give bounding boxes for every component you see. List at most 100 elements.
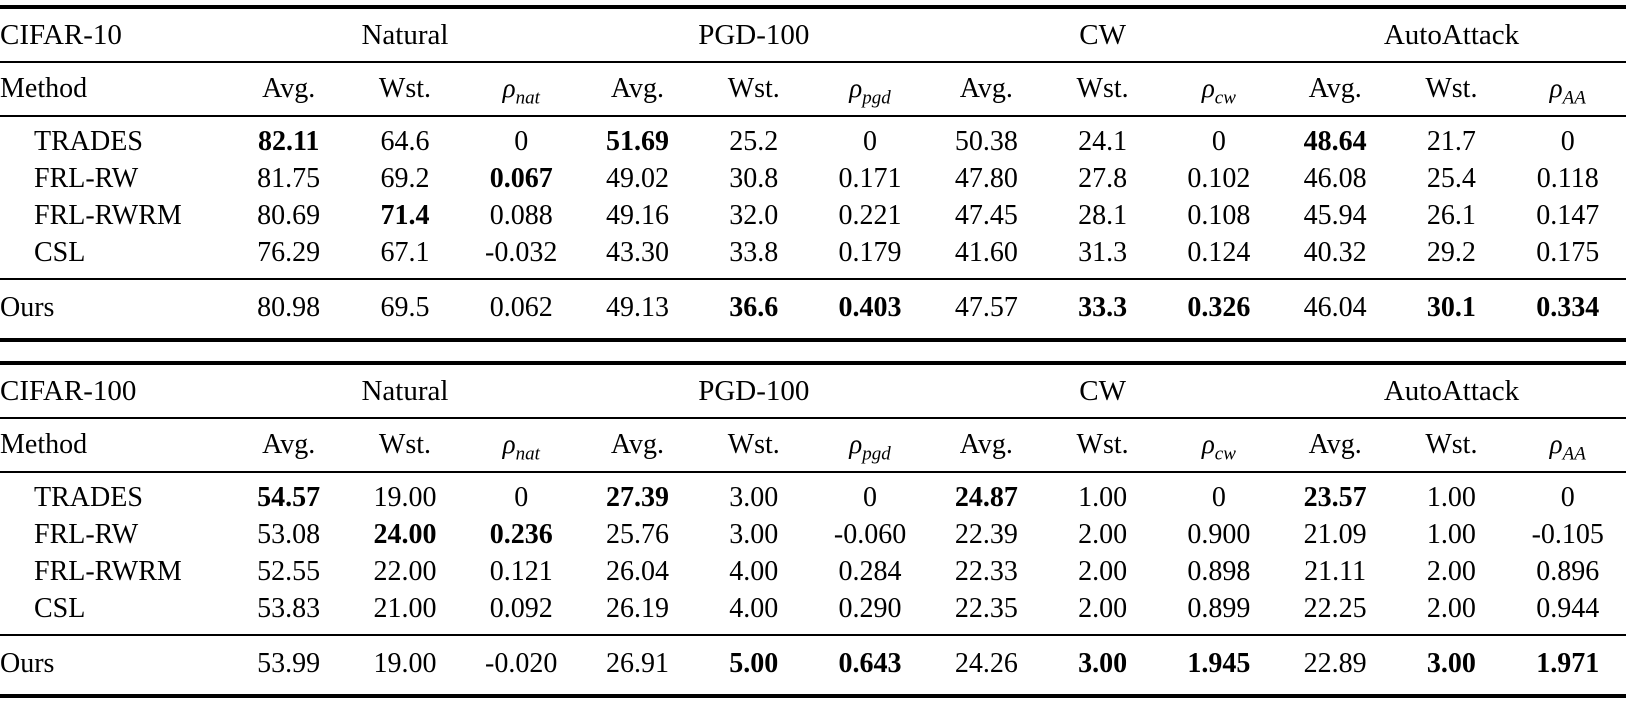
value-cell: 33.8 <box>729 237 779 269</box>
value-cell: 0 <box>1211 126 1226 158</box>
value-cell: 36.6 <box>695 278 812 340</box>
group-pgd100: PGD-100 <box>579 7 929 63</box>
value-cell: -0.105 <box>1531 519 1604 551</box>
value-cell: 49.16 <box>605 200 669 232</box>
value-cell: 22.00 <box>373 556 437 588</box>
value-cell: 0.899 <box>1187 593 1251 625</box>
rho-cw-column-header: ρcw <box>1160 417 1278 474</box>
table-row-trades: TRADES 82.11 64.6 0 51.69 25.2 0 50.38 24.1 0 48.6… <box>0 116 1626 160</box>
table-row-csl: CSL 76.29 67.1 -0.032 43.30 33.8 0.179 41.60 31.… <box>0 234 1626 279</box>
rho-subscript: AA <box>1562 443 1586 465</box>
value-cell: 53.83 <box>257 593 321 625</box>
wst-column-header: Wst. <box>1044 61 1161 118</box>
value-cell: 19.00 <box>373 482 437 514</box>
wst-column-header: Wst. <box>1044 417 1161 474</box>
value-cell: 0 <box>863 126 878 158</box>
value-cell: 1.00 <box>1426 482 1476 514</box>
rho-cw-column-header: ρcw <box>1160 61 1278 118</box>
value-cell: 2.00 <box>1078 593 1128 625</box>
value-cell: 52.55 <box>257 556 321 588</box>
avg-column-header: Avg. <box>230 61 347 118</box>
value-cell: 51.69 <box>605 126 669 158</box>
value-cell: 76.29 <box>257 237 321 269</box>
value-cell: 0 <box>1560 126 1575 158</box>
value-cell: 69.2 <box>380 163 430 195</box>
value-cell: 0.062 <box>463 278 580 340</box>
value-cell: 0.118 <box>1536 163 1599 195</box>
value-cell: 0 <box>514 482 529 514</box>
rho-pgd-column-header: ρpgd <box>811 61 929 118</box>
value-cell: 0.896 <box>1536 556 1600 588</box>
value-cell: 1.945 <box>1160 634 1278 696</box>
value-cell: 0.067 <box>489 163 553 195</box>
value-cell: 24.87 <box>954 482 1018 514</box>
method-cell: Ours <box>0 278 231 340</box>
rho-symbol: ρ <box>1549 73 1563 104</box>
dataset-label: CIFAR-10 <box>0 7 231 63</box>
value-cell: 26.19 <box>605 593 669 625</box>
value-cell: 71.4 <box>380 200 430 232</box>
method-cell: CSL <box>34 237 86 269</box>
rho-subscript: pgd <box>862 87 891 109</box>
value-cell: 0.236 <box>489 519 553 551</box>
value-cell: 0.284 <box>838 556 902 588</box>
rho-subscript: AA <box>1562 87 1586 109</box>
rho-symbol: ρ <box>502 429 516 460</box>
value-cell: 24.00 <box>373 519 437 551</box>
value-cell: 53.08 <box>257 519 321 551</box>
group-natural: Natural <box>230 7 580 63</box>
value-cell: 46.04 <box>1277 278 1394 340</box>
value-cell: 0.147 <box>1536 200 1600 232</box>
value-cell: 4.00 <box>729 593 779 625</box>
value-cell: 0 <box>863 482 878 514</box>
value-cell: 19.00 <box>346 634 464 696</box>
value-cell: 82.11 <box>257 126 320 158</box>
rho-subscript: nat <box>515 443 540 465</box>
value-cell: 27.8 <box>1078 163 1128 195</box>
value-cell: 0.102 <box>1187 163 1251 195</box>
avg-column-header: Avg. <box>579 417 696 474</box>
value-cell: 31.3 <box>1078 237 1128 269</box>
value-cell: 0.092 <box>489 593 553 625</box>
rho-symbol: ρ <box>1201 73 1215 104</box>
method-cell: FRL-RWRM <box>34 556 182 588</box>
value-cell: 53.99 <box>230 634 347 696</box>
value-cell: 30.1 <box>1393 278 1510 340</box>
group-natural: Natural <box>230 362 580 419</box>
rho-subscript: cw <box>1214 87 1236 109</box>
method-column-header: Method <box>0 417 231 474</box>
value-cell: 47.57 <box>928 278 1045 340</box>
group-cw: CW <box>928 7 1278 63</box>
value-cell: 29.2 <box>1426 237 1476 269</box>
results-table-cifar100: CIFAR-100 Natural PGD-100 CW AutoAttack … <box>0 360 1626 698</box>
group-header-row: CIFAR-100 Natural PGD-100 CW AutoAttack <box>0 362 1626 419</box>
method-cell: TRADES <box>34 126 143 158</box>
value-cell: 50.38 <box>954 126 1018 158</box>
value-cell: -0.020 <box>463 634 580 696</box>
value-cell: 25.4 <box>1426 163 1476 195</box>
value-cell: 47.80 <box>954 163 1018 195</box>
rho-symbol: ρ <box>1549 429 1563 460</box>
wst-column-header: Wst. <box>695 61 812 118</box>
method-cell: FRL-RW <box>34 163 139 195</box>
value-cell: 22.33 <box>954 556 1018 588</box>
value-cell: 67.1 <box>380 237 430 269</box>
method-cell: Ours <box>0 634 231 696</box>
value-cell: 28.1 <box>1078 200 1128 232</box>
value-cell: 0.898 <box>1187 556 1251 588</box>
value-cell: 40.32 <box>1303 237 1367 269</box>
value-cell: 64.6 <box>380 126 430 158</box>
value-cell: 1.00 <box>1426 519 1476 551</box>
baseline-rows-cifar100: TRADES 54.57 19.00 0 27.39 3.00 0 24.87 1.00 0 23.… <box>0 472 1626 635</box>
value-cell: 0.171 <box>838 163 902 195</box>
value-cell: 47.45 <box>954 200 1018 232</box>
value-cell: 3.00 <box>1393 634 1510 696</box>
value-cell: 45.94 <box>1303 200 1367 232</box>
value-cell: 80.69 <box>257 200 321 232</box>
value-cell: 0.403 <box>811 278 929 340</box>
value-cell: 0.108 <box>1187 200 1251 232</box>
ours-row-cifar100: Ours 53.99 19.00 -0.020 26.91 5.00 0.643 24.26 3… <box>0 634 1626 696</box>
table-row-frl-rw: FRL-RW 81.75 69.2 0.067 49.02 30.8 0.171 47.80 2… <box>0 160 1626 197</box>
value-cell: 26.91 <box>579 634 696 696</box>
value-cell: 46.08 <box>1303 163 1367 195</box>
